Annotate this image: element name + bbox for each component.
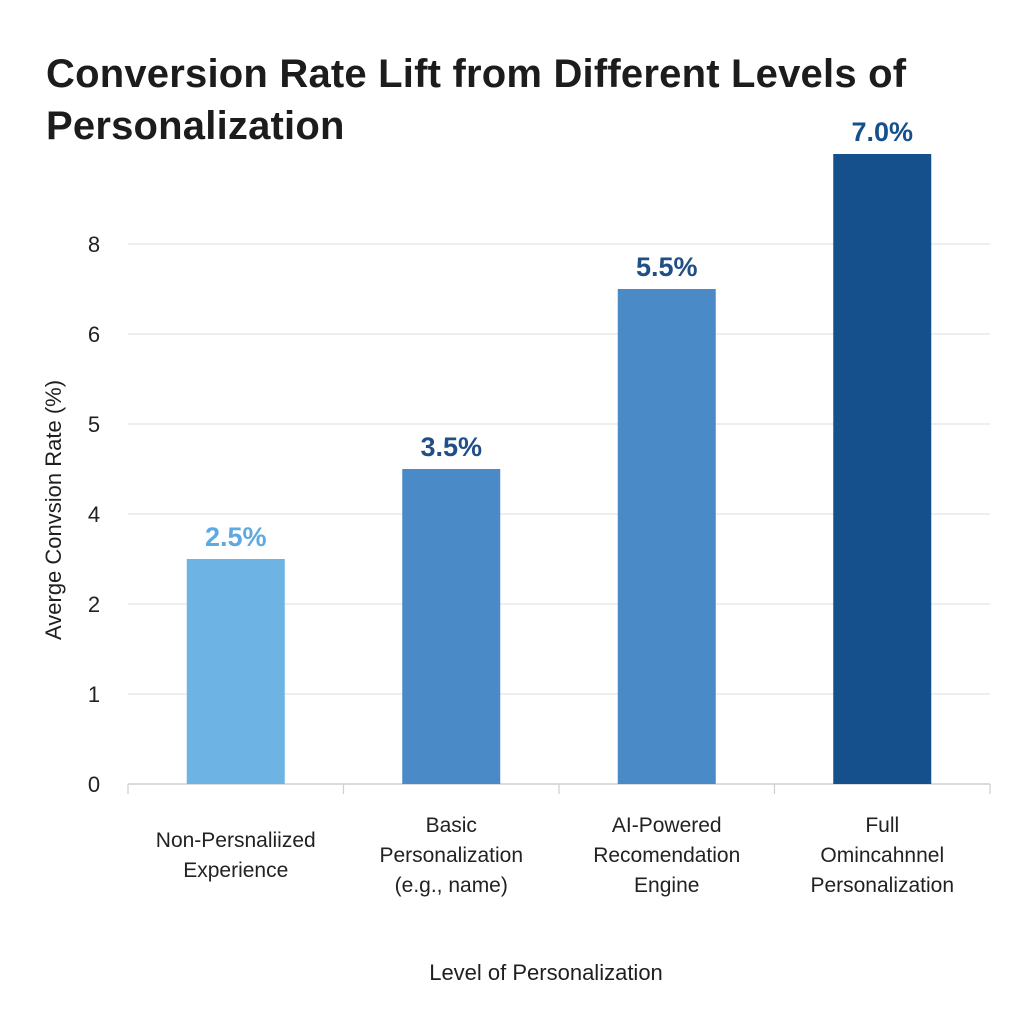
- y-tick-label: 6: [88, 322, 100, 347]
- x-axis-categories: Non-Persnaliized Experience Basic Personali…: [156, 814, 954, 897]
- y-tick-label: 8: [88, 232, 100, 257]
- bar: [617, 289, 716, 784]
- data-labels: 2.5% 3.5% 5.5% 7.0%: [205, 117, 913, 552]
- bar: [833, 154, 932, 784]
- data-label: 7.0%: [851, 117, 913, 147]
- x-axis-label: Level of Personalization: [429, 960, 663, 985]
- data-label: 5.5%: [636, 252, 698, 282]
- y-tick-label: 0: [88, 772, 100, 797]
- y-tick-label: 4: [88, 502, 100, 527]
- x-tick-label: Basic Personalization (e.g., name): [379, 814, 523, 897]
- x-axis: [127, 784, 991, 794]
- bar: [402, 469, 501, 784]
- x-tick-label: AI-Powered Recomendation Engine: [593, 814, 740, 897]
- y-tick-label: 1: [88, 682, 100, 707]
- data-label: 2.5%: [205, 522, 267, 552]
- bar: [186, 559, 285, 784]
- x-tick-label: Full Omincahnnel Personalization: [810, 814, 954, 897]
- y-tick-label: 5: [88, 412, 100, 437]
- y-axis-ticks: 8 6 5 4 2 1 0: [88, 232, 100, 797]
- y-tick-label: 2: [88, 592, 100, 617]
- x-tick-label: Non-Persnaliized Experience: [156, 829, 316, 882]
- chart-title: Conversion Rate Lift from Different Leve…: [46, 52, 907, 148]
- bars: [186, 154, 932, 784]
- data-label: 3.5%: [420, 432, 482, 462]
- y-axis-label: Averge Convsion Rate (%): [41, 380, 66, 640]
